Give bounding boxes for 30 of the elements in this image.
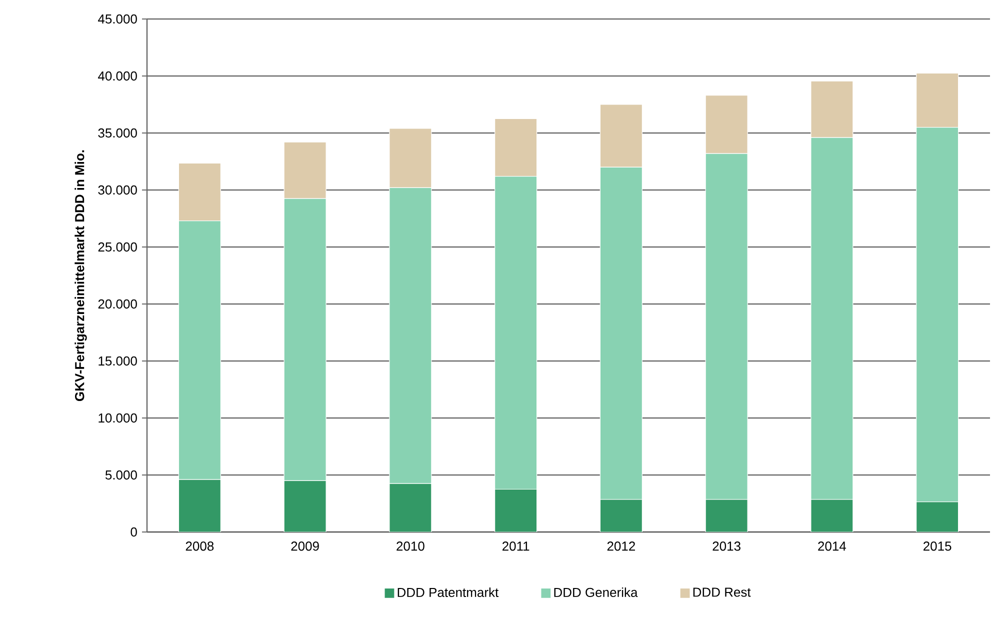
x-tick-label: 2012 — [607, 542, 635, 551]
legend-label: DDD Patentmarkt — [398, 587, 499, 598]
bar — [284, 480, 326, 532]
x-tick-label: 2008 — [186, 542, 214, 551]
y-tick-label: 10.000 — [98, 413, 137, 423]
y-tick-label: 45.000 — [98, 14, 137, 24]
x-tick-label: 2013 — [712, 542, 740, 551]
y-tick-label: 25.000 — [98, 242, 137, 252]
x-tick-label: 2009 — [291, 542, 319, 551]
y-tick-label: 30.000 — [98, 185, 137, 195]
x-tick-label: 2015 — [924, 542, 952, 551]
y-tick-label: 40.000 — [98, 71, 137, 81]
bar — [178, 479, 221, 532]
y-tick-label: 5.000 — [105, 470, 137, 480]
x-tick-label: 2011 — [502, 542, 530, 551]
y-tick-label: 15.000 — [98, 356, 137, 366]
bar — [705, 499, 748, 532]
y-tick-label: 35.000 — [98, 128, 137, 138]
y-tick-label: 0 — [130, 527, 137, 537]
bar — [389, 483, 432, 532]
bar — [600, 499, 642, 532]
x-tick-label: 2010 — [396, 542, 424, 551]
bar — [916, 501, 959, 532]
x-tick-label: 2014 — [818, 542, 846, 551]
y-axis-title: GKV-Fertigarzneimittelmarkt DDD in Mio. — [74, 150, 87, 402]
bar — [810, 499, 854, 532]
legend-label: DDD Rest — [693, 588, 751, 597]
legend-label: DDD Generika — [554, 587, 638, 598]
bar — [494, 488, 538, 532]
y-tick-label: 20.000 — [98, 299, 137, 309]
